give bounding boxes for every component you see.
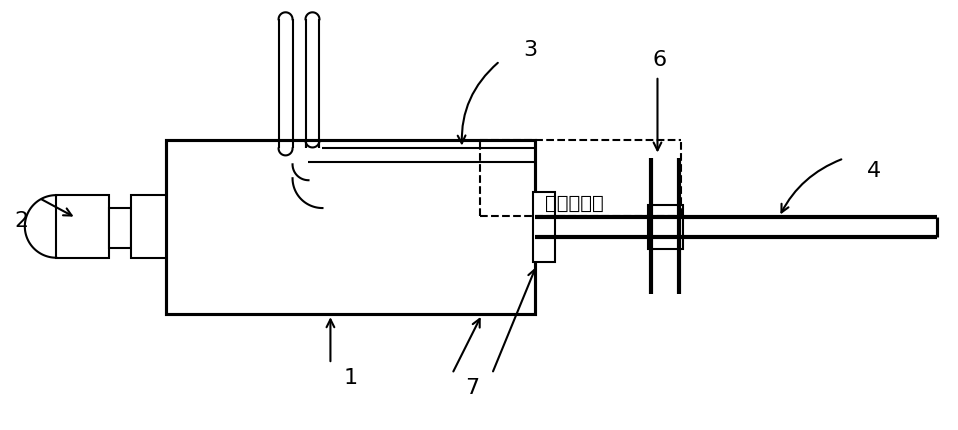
Text: 2: 2 [14, 210, 29, 230]
Bar [648, 205, 683, 250]
Text: 7: 7 [465, 377, 479, 397]
Text: 3: 3 [523, 40, 536, 60]
Text: 4: 4 [867, 161, 881, 181]
Bar [166, 141, 535, 315]
Bar [131, 196, 166, 258]
Text: 夹持反力梁: 夹持反力梁 [545, 194, 604, 212]
Bar [57, 196, 109, 258]
Text: 1: 1 [343, 367, 357, 387]
Bar [109, 209, 131, 248]
Text: 6: 6 [652, 50, 667, 70]
Bar [533, 193, 555, 262]
